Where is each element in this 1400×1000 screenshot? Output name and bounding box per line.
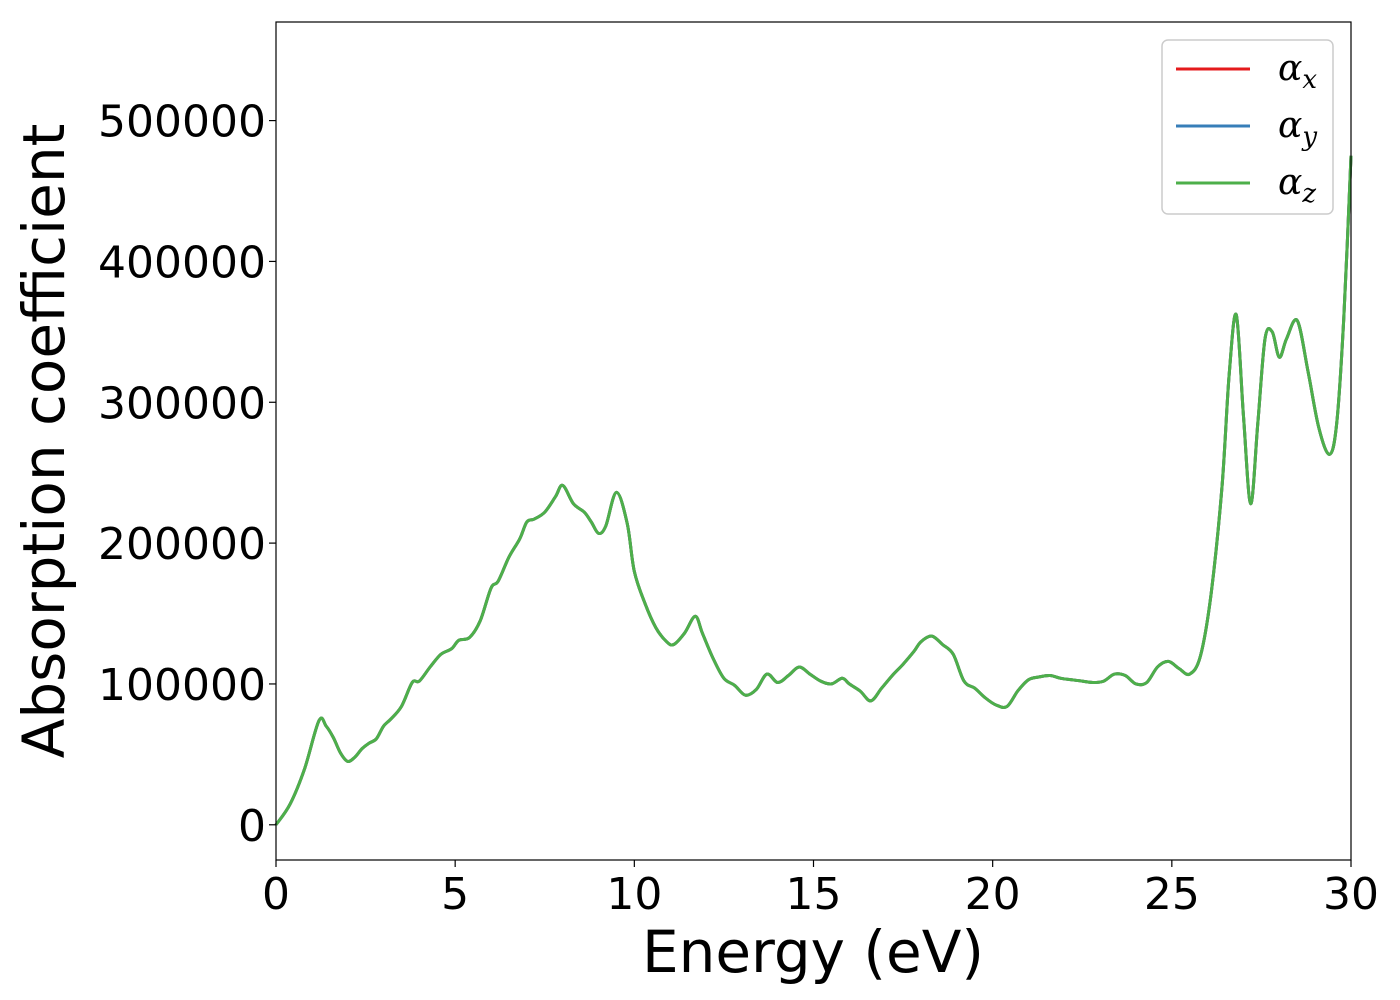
x-tick-label: 10 <box>606 869 662 920</box>
y-axis-ticks: 0 100000 200000 300000 400000 500000 <box>98 97 276 852</box>
y-tick-label: 400000 <box>98 237 266 288</box>
y-tick-label: 200000 <box>98 519 266 570</box>
x-axis-ticks: 0 5 10 15 20 25 30 <box>262 860 1379 920</box>
x-tick-label: 30 <box>1323 869 1379 920</box>
x-tick-label: 20 <box>965 869 1021 920</box>
y-tick-label: 0 <box>238 801 266 852</box>
y-tick-label: 100000 <box>98 660 266 711</box>
x-tick-label: 15 <box>786 869 842 920</box>
x-tick-label: 0 <box>262 869 290 920</box>
y-tick-label: 300000 <box>98 378 266 429</box>
x-tick-label: 5 <box>441 869 469 920</box>
y-tick-label: 500000 <box>98 97 266 148</box>
plot-lines <box>274 155 1353 826</box>
y-axis-label: Absorption coefficient <box>10 124 78 759</box>
x-tick-label: 25 <box>1144 869 1200 920</box>
x-axis-label: Energy (eV) <box>642 918 984 986</box>
series-line-z <box>274 155 1353 826</box>
